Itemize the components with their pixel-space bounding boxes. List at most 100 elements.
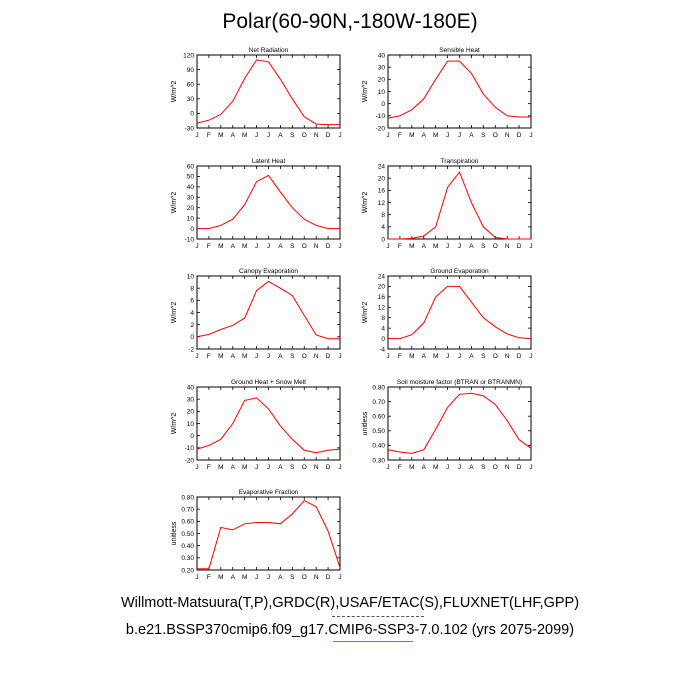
y-tick-label: 20: [187, 409, 195, 416]
y-tick-label: 40: [187, 184, 195, 191]
y-axis-label: W/m^2: [171, 81, 178, 103]
x-tick-label: M: [433, 464, 438, 471]
footer-red-rule: [333, 641, 413, 642]
x-tick-label: A: [278, 132, 283, 139]
x-tick-label: J: [458, 353, 461, 360]
x-tick-label: S: [481, 132, 486, 139]
x-tick-label: O: [302, 464, 307, 471]
y-axis-label: W/m^2: [362, 81, 369, 103]
plot-frame: [196, 275, 341, 350]
x-tick-label: J: [195, 243, 198, 250]
x-tick-label: S: [481, 243, 486, 250]
y-tick-label: 0: [190, 111, 194, 118]
x-tick-label: J: [529, 243, 532, 250]
x-tick-label: A: [278, 243, 283, 250]
x-tick-label: J: [446, 353, 449, 360]
series-line: [197, 499, 341, 570]
x-tick-label: N: [505, 243, 510, 250]
x-tick-label: S: [481, 464, 486, 471]
x-tick-label: A: [469, 132, 474, 139]
x-tick-label: A: [469, 464, 474, 471]
y-tick-label: 8: [381, 212, 385, 219]
plot-frame: [387, 54, 532, 129]
x-tick-label: M: [242, 243, 247, 250]
y-tick-label: 20: [378, 284, 386, 291]
x-tick-label: M: [433, 132, 438, 139]
y-tick-label: 30: [187, 195, 195, 202]
y-tick-label: 24: [378, 273, 386, 280]
x-tick-label: A: [278, 574, 283, 581]
y-tick-label: 30: [378, 64, 386, 71]
y-tick-label: -30: [185, 125, 195, 132]
y-axis-label: unitless: [171, 521, 178, 545]
y-axis-label: W/m^2: [362, 192, 369, 214]
chart-panel: Soil moisture factor (BTRAN or BTRANMN) J…: [362, 379, 533, 471]
y-tick-label: 0.40: [181, 543, 194, 550]
x-tick-label: A: [422, 353, 427, 360]
x-tick-label: S: [290, 353, 295, 360]
x-tick-label: M: [433, 243, 438, 250]
y-tick-label: 0.80: [372, 384, 385, 391]
y-tick-label: 8: [381, 315, 385, 322]
y-tick-label: 0.40: [372, 443, 385, 450]
y-tick-label: 0.80: [181, 494, 194, 501]
footer-dashed-rule: [332, 616, 424, 617]
x-tick-label: M: [218, 353, 223, 360]
x-tick-label: J: [458, 464, 461, 471]
y-tick-label: 0.30: [372, 457, 385, 464]
y-axis-label: unitless: [362, 411, 369, 435]
series-line: [196, 59, 340, 126]
y-tick-label: 16: [378, 188, 386, 195]
x-tick-label: F: [398, 353, 402, 360]
plot-frame: [196, 496, 341, 571]
x-tick-label: F: [207, 353, 211, 360]
x-tick-label: J: [255, 243, 258, 250]
x-tick-label: N: [314, 464, 319, 471]
series-line: [388, 171, 531, 240]
x-tick-label: N: [505, 132, 510, 139]
x-tick-label: J: [195, 353, 198, 360]
x-tick-label: D: [326, 132, 331, 139]
y-tick-label: 10: [187, 273, 195, 280]
x-tick-label: O: [302, 353, 307, 360]
y-tick-label: 16: [378, 294, 386, 301]
x-tick-label: O: [302, 574, 307, 581]
x-tick-label: J: [267, 132, 270, 139]
y-tick-label: 0.20: [181, 567, 194, 574]
x-tick-label: A: [231, 464, 236, 471]
x-tick-label: J: [255, 132, 258, 139]
x-tick-label: J: [267, 353, 270, 360]
x-tick-label: S: [290, 243, 295, 250]
x-tick-label: J: [458, 243, 461, 250]
x-tick-label: J: [338, 464, 341, 471]
x-tick-label: F: [207, 132, 211, 139]
x-tick-label: A: [422, 243, 427, 250]
x-tick-label: S: [290, 574, 295, 581]
x-tick-label: J: [446, 243, 449, 250]
x-tick-label: O: [493, 132, 498, 139]
y-tick-label: -10: [376, 113, 386, 120]
x-tick-label: J: [529, 132, 532, 139]
y-tick-label: 0: [381, 236, 385, 243]
x-tick-label: J: [386, 464, 389, 471]
x-tick-label: D: [326, 243, 331, 250]
y-tick-label: 0: [190, 433, 194, 440]
y-tick-label: 6: [190, 298, 194, 305]
x-tick-label: A: [231, 353, 236, 360]
x-tick-label: J: [267, 464, 270, 471]
series-line: [197, 174, 340, 230]
series-line: [196, 280, 340, 340]
x-tick-label: M: [242, 353, 247, 360]
x-tick-label: J: [338, 574, 341, 581]
y-tick-label: 0.50: [181, 531, 194, 538]
x-tick-label: S: [481, 353, 486, 360]
y-tick-label: 4: [381, 224, 385, 231]
x-tick-label: A: [469, 353, 474, 360]
y-tick-label: 0: [381, 101, 385, 108]
x-tick-label: F: [398, 243, 402, 250]
panel-title: Transpiration: [441, 158, 479, 165]
y-tick-label: 60: [187, 163, 195, 170]
